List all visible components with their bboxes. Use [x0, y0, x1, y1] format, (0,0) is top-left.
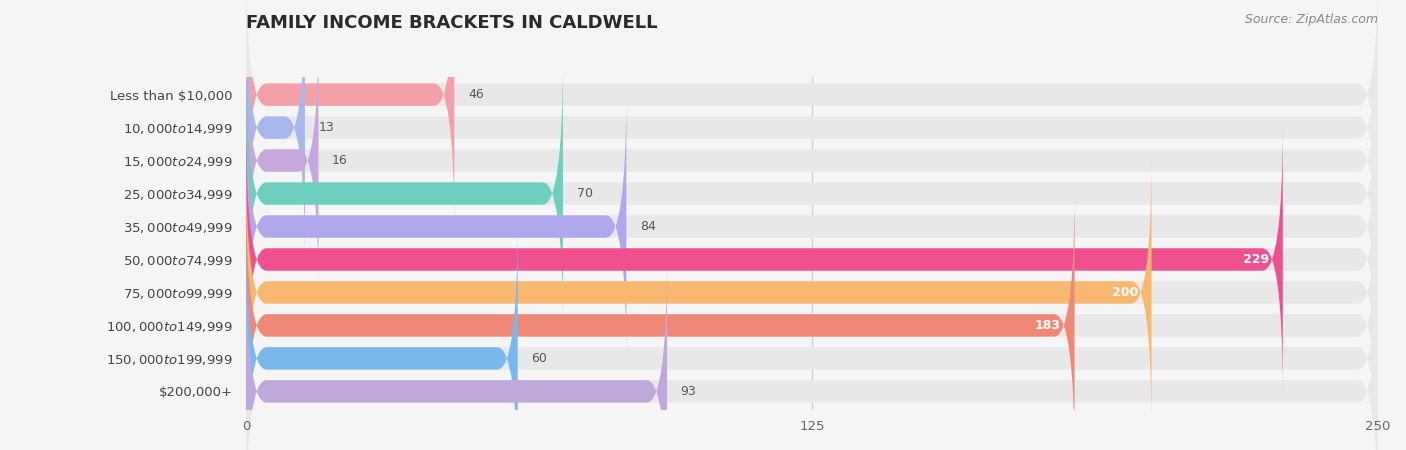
- Text: 46: 46: [468, 88, 484, 101]
- Text: FAMILY INCOME BRACKETS IN CALDWELL: FAMILY INCOME BRACKETS IN CALDWELL: [246, 14, 658, 32]
- FancyBboxPatch shape: [246, 90, 1378, 364]
- Text: 16: 16: [332, 154, 347, 167]
- FancyBboxPatch shape: [246, 122, 1282, 396]
- Text: 70: 70: [576, 187, 592, 200]
- FancyBboxPatch shape: [246, 23, 1378, 298]
- FancyBboxPatch shape: [246, 23, 319, 298]
- FancyBboxPatch shape: [246, 0, 305, 265]
- FancyBboxPatch shape: [246, 90, 626, 364]
- FancyBboxPatch shape: [246, 221, 517, 450]
- FancyBboxPatch shape: [246, 221, 1378, 450]
- FancyBboxPatch shape: [246, 122, 1378, 396]
- FancyBboxPatch shape: [246, 155, 1378, 430]
- FancyBboxPatch shape: [246, 188, 1074, 450]
- Text: 229: 229: [1243, 253, 1270, 266]
- FancyBboxPatch shape: [246, 0, 1378, 232]
- Text: 84: 84: [640, 220, 655, 233]
- FancyBboxPatch shape: [246, 155, 1152, 430]
- FancyBboxPatch shape: [246, 254, 666, 450]
- Text: 60: 60: [531, 352, 547, 365]
- Text: 93: 93: [681, 385, 696, 398]
- FancyBboxPatch shape: [246, 0, 1378, 265]
- FancyBboxPatch shape: [246, 56, 1378, 331]
- FancyBboxPatch shape: [246, 56, 562, 331]
- Text: 183: 183: [1035, 319, 1062, 332]
- Text: 200: 200: [1112, 286, 1137, 299]
- Text: 13: 13: [319, 121, 335, 134]
- FancyBboxPatch shape: [246, 254, 1378, 450]
- Text: Source: ZipAtlas.com: Source: ZipAtlas.com: [1244, 14, 1378, 27]
- FancyBboxPatch shape: [246, 0, 454, 232]
- FancyBboxPatch shape: [246, 188, 1378, 450]
